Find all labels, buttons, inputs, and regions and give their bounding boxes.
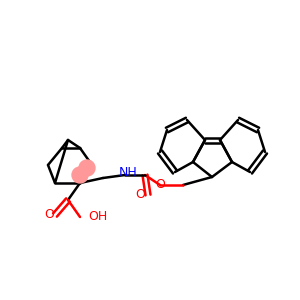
Text: OH: OH (88, 211, 107, 224)
Text: O: O (135, 188, 145, 202)
Circle shape (79, 160, 95, 176)
Text: O: O (44, 208, 54, 221)
Text: O: O (155, 178, 165, 191)
Text: NH: NH (118, 167, 137, 179)
Circle shape (72, 167, 88, 183)
